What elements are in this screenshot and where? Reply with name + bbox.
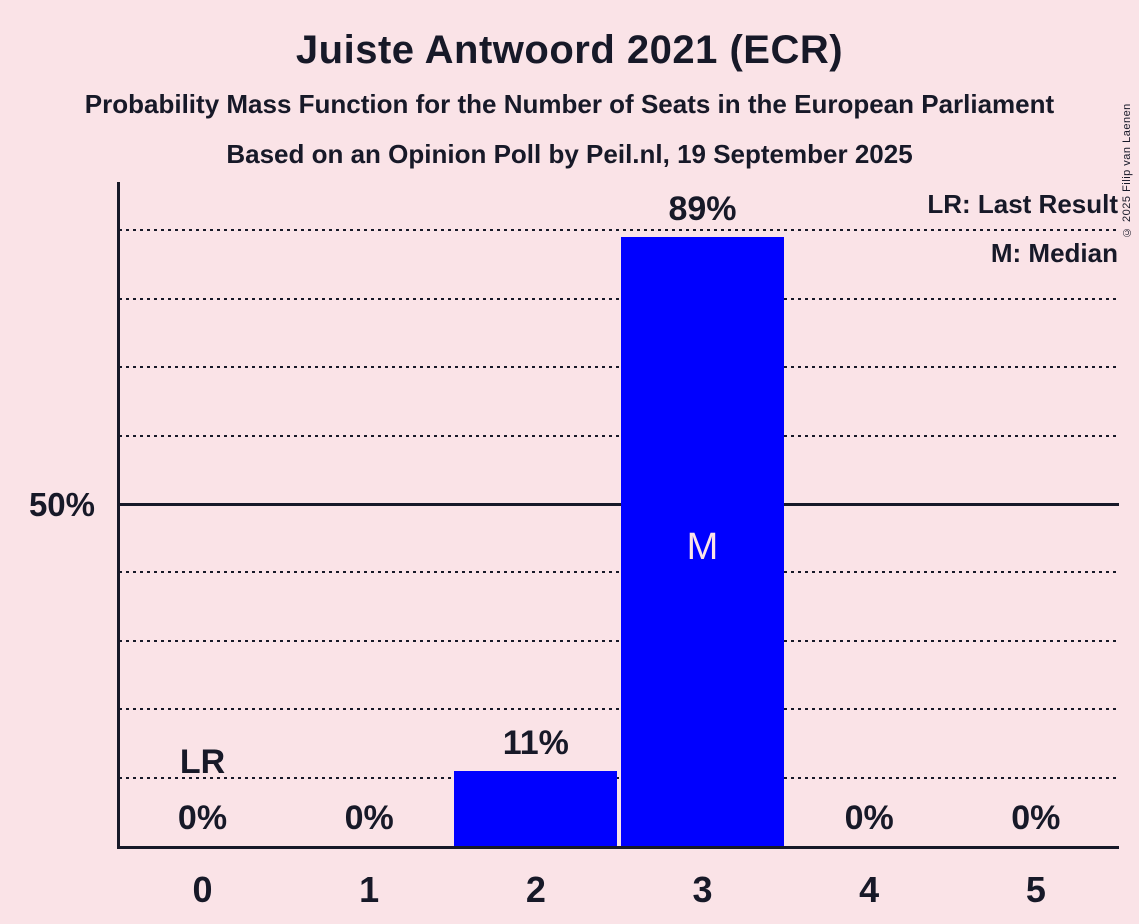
gridline-80 xyxy=(119,297,1119,300)
gridline-50-solid xyxy=(119,502,1119,506)
x-tick-label-3: 3 xyxy=(692,869,713,910)
x-tick-label-0: 0 xyxy=(192,869,213,910)
x-tick-label-4: 4 xyxy=(859,869,880,910)
bar-value-label-2: 11% xyxy=(502,723,569,762)
legend-median: M: Median xyxy=(990,238,1118,268)
bar-value-label-0: 0% xyxy=(177,799,228,837)
bar-value-label-4: 0% xyxy=(844,799,894,837)
copyright-notice: © 2025 Filip van Laenen xyxy=(1121,103,1133,238)
bar-seats-3 xyxy=(620,237,784,846)
gridline-10 xyxy=(119,776,1119,779)
gridline-30 xyxy=(119,639,1119,642)
median-annotation: M xyxy=(686,526,719,568)
gridline-40 xyxy=(119,571,1119,574)
bar-value-label-1: 0% xyxy=(344,799,394,837)
x-axis-line xyxy=(117,846,1119,849)
x-tick-label-2: 2 xyxy=(525,869,546,910)
gridline-60 xyxy=(119,434,1119,437)
bar-value-label-5: 0% xyxy=(1011,799,1061,837)
chart-title: Juiste Antwoord 2021 (ECR) xyxy=(295,28,844,72)
chart-subtitle: Probability Mass Function for the Number… xyxy=(84,89,1055,119)
gridline-20 xyxy=(119,708,1119,711)
bar-value-label-3: 89% xyxy=(668,190,737,229)
bar-seats-2 xyxy=(454,770,618,846)
legend-last-result: LR: Last Result xyxy=(927,189,1118,219)
gridline-90 xyxy=(119,229,1119,232)
plot-area: 0% 0% 11% 89% 0% 0% LR M xyxy=(119,182,1119,846)
x-axis-ticks: 0 1 2 3 4 5 xyxy=(119,872,1119,912)
x-tick-label-5: 5 xyxy=(1025,869,1046,910)
x-tick-label-1: 1 xyxy=(359,869,380,910)
last-result-annotation: LR xyxy=(179,743,226,781)
y-axis-line xyxy=(117,182,120,849)
gridline-70 xyxy=(119,366,1119,369)
y-axis-50-label: 50% xyxy=(28,486,95,523)
chart-source-line: Based on an Opinion Poll by Peil.nl, 19 … xyxy=(226,139,913,169)
